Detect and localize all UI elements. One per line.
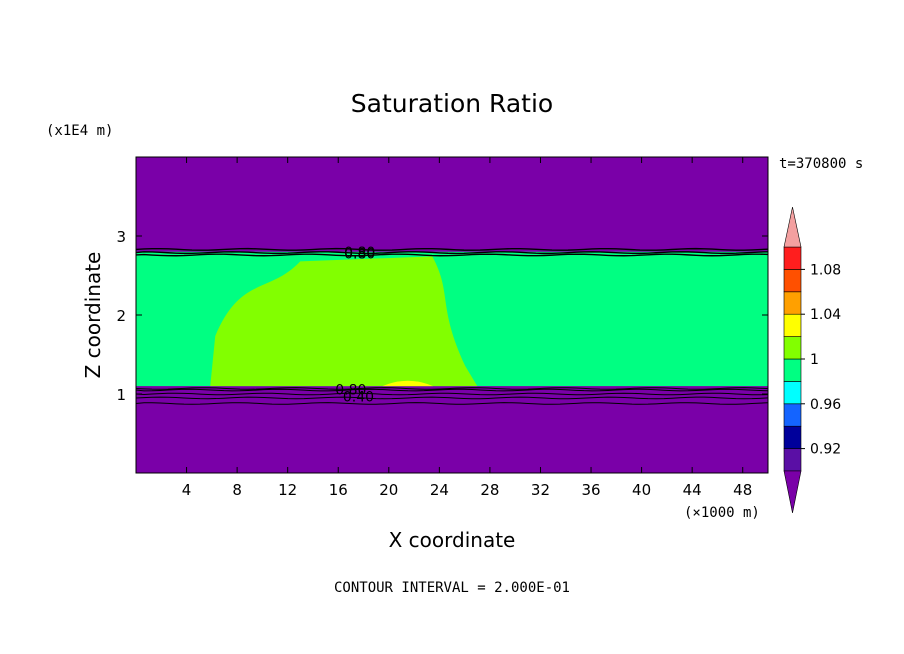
colorbar-band xyxy=(783,425,802,449)
x-tick-label: 36 xyxy=(581,481,600,499)
colorbar-band xyxy=(783,246,802,270)
contour-line xyxy=(135,402,769,405)
y-axis: 1 2 3 xyxy=(116,228,768,404)
contour-labels: 0.800.800.800.40 xyxy=(335,245,375,406)
colorbar-band xyxy=(783,358,802,382)
colorbar-tick-label: 1.04 xyxy=(810,307,841,323)
colorbar-band xyxy=(783,448,802,472)
colorbar-band xyxy=(783,269,802,293)
filled-regions xyxy=(136,157,768,473)
region-small-supersaturated-patch xyxy=(382,380,434,387)
contour-label: 0.40 xyxy=(343,389,374,405)
x-tick-label: 32 xyxy=(531,481,550,499)
x-tick-label: 16 xyxy=(329,481,348,499)
contour-line xyxy=(135,388,769,392)
plot-area: 0.800.800.800.40 xyxy=(135,156,769,474)
contour-label: 0.80 xyxy=(335,382,366,398)
region-supersaturated-cloud-region xyxy=(210,256,478,387)
x-tick-label: 8 xyxy=(232,481,242,499)
time-label: t=370800 s xyxy=(779,156,863,172)
colorbar-tick-label: 1.08 xyxy=(810,262,841,278)
contour-line xyxy=(135,392,769,396)
region-upper-dry-layer xyxy=(136,157,768,252)
x-tick-label: 48 xyxy=(733,481,752,499)
chart-title: Saturation Ratio xyxy=(351,89,553,118)
colorbar-band xyxy=(783,291,802,315)
contour-line xyxy=(135,253,769,257)
colorbar-tick-label: 1 xyxy=(810,352,819,368)
x-tick-label: 28 xyxy=(480,481,499,499)
contour-line xyxy=(135,247,769,251)
colorbar-band xyxy=(783,336,802,360)
x-tick-label: 24 xyxy=(430,481,449,499)
x-axis: 4 8 12 16 20 24 28 32 36 40 44 48 xyxy=(182,157,752,499)
colorbar-band xyxy=(783,381,802,405)
colorbar-band xyxy=(783,313,802,337)
y-unit-label: (x1E4 m) xyxy=(46,123,113,139)
contour-label: 0.80 xyxy=(344,245,375,261)
x-axis-label: X coordinate xyxy=(389,528,516,552)
y-axis-label: Z coordinate xyxy=(81,252,105,379)
y-tick-label: 1 xyxy=(116,386,126,404)
x-tick-label: 12 xyxy=(278,481,297,499)
contour-line xyxy=(135,396,769,400)
colorbar-tick-label: 0.92 xyxy=(810,442,841,458)
colorbar: 0.92 0.96 1 1.04 1.08 xyxy=(783,206,841,514)
colorbar-tick-label: 0.96 xyxy=(810,397,841,413)
x-tick-label: 40 xyxy=(632,481,651,499)
colorbar-band xyxy=(783,403,802,427)
colorbar-under-arrow xyxy=(783,470,802,514)
colorbar-over-arrow xyxy=(783,206,802,248)
x-tick-label: 4 xyxy=(182,481,192,499)
x-tick-label: 44 xyxy=(683,481,702,499)
contour-label: 0.80 xyxy=(344,246,375,262)
y-tick-label: 3 xyxy=(116,228,126,246)
contour-interval-footer: CONTOUR INTERVAL = 2.000E-01 xyxy=(334,580,570,596)
contour-line xyxy=(135,387,769,390)
contour-line xyxy=(135,251,769,255)
contour-lines xyxy=(135,247,769,405)
y-tick-label: 2 xyxy=(116,307,126,325)
x-unit-label: (×1000 m) xyxy=(684,505,760,521)
x-tick-label: 20 xyxy=(379,481,398,499)
